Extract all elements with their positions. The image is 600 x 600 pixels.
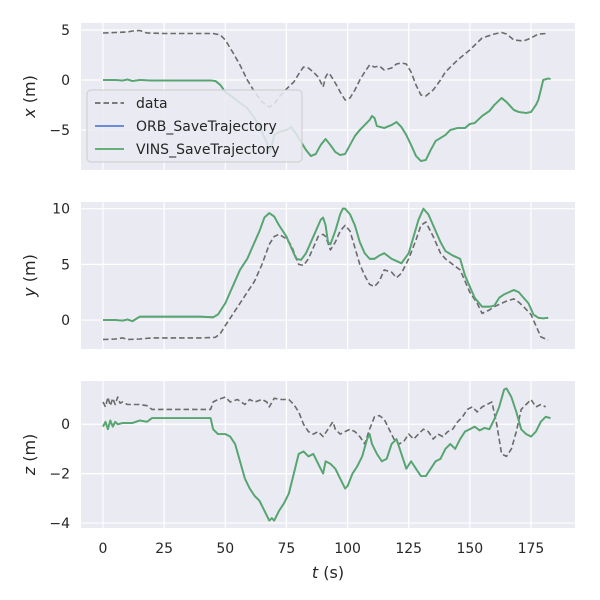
- x-axis-unit: (s): [318, 563, 344, 582]
- series-line-vins-savetrajectory-y: [103, 207, 549, 323]
- legend-label-vins-savetrajectory: VINS_SaveTrajectory: [136, 142, 280, 158]
- x-tick-label: 125: [395, 541, 422, 557]
- x-axis-label: t (s): [312, 563, 344, 582]
- x-tick-label: 75: [278, 541, 296, 557]
- x-tick-label: 100: [334, 541, 361, 557]
- y-axis-label-y: y (m): [20, 254, 39, 298]
- x-tick-label: 150: [456, 541, 483, 557]
- y-tick-label: 0: [61, 313, 70, 329]
- legend: data ORB_SaveTrajectory VINS_SaveTrajector…: [86, 89, 303, 163]
- legend-box: [86, 89, 303, 163]
- y-axis-var: x: [20, 108, 39, 119]
- y-tick-label: 10: [52, 202, 70, 218]
- y-axis-label-x: x (m): [20, 75, 39, 119]
- panel-x: 5 0 −5 x (m) data ORB_SaveTrajectory VINS_Save…: [20, 23, 575, 170]
- y-axis-unit: (m): [20, 75, 39, 108]
- y-tick-label: −4: [49, 516, 70, 532]
- legend-label-data: data: [136, 96, 168, 112]
- x-tick-label: 25: [155, 541, 173, 557]
- series-line-data-z: [102, 396, 547, 458]
- y-axis-var: z: [20, 466, 39, 476]
- y-tick-label: −5: [49, 123, 70, 139]
- x-tick-label: 175: [518, 541, 545, 557]
- series-line-data-x: [102, 29, 549, 108]
- plot-area-y: [81, 202, 575, 349]
- x-tick-label: 50: [216, 541, 234, 557]
- legend-label-orb-savetrajectory: ORB_SaveTrajectory: [136, 119, 277, 135]
- y-axis-var: y: [20, 287, 39, 298]
- y-axis-unit: (m): [20, 254, 39, 287]
- series-line-vins-savetrajectory-z: [102, 387, 551, 522]
- panel-z: 0 −2 −4 z (m) 0 25 50 75 100 125 150 175 t (s): [20, 381, 575, 582]
- y-tick-label: 0: [61, 73, 70, 89]
- y-tick-label: 0: [61, 417, 70, 433]
- x-tick-label: 0: [99, 541, 108, 557]
- panel-y: 10 5 0 y (m): [20, 202, 575, 349]
- x-axis-var: t: [312, 563, 319, 582]
- y-tick-label: −2: [49, 467, 70, 483]
- y-tick-label: 5: [61, 23, 70, 39]
- y-tick-label: 5: [61, 257, 70, 273]
- y-axis-unit: (m): [20, 434, 39, 467]
- y-axis-label-z: z (m): [20, 434, 39, 477]
- series-line-data-y: [102, 221, 549, 341]
